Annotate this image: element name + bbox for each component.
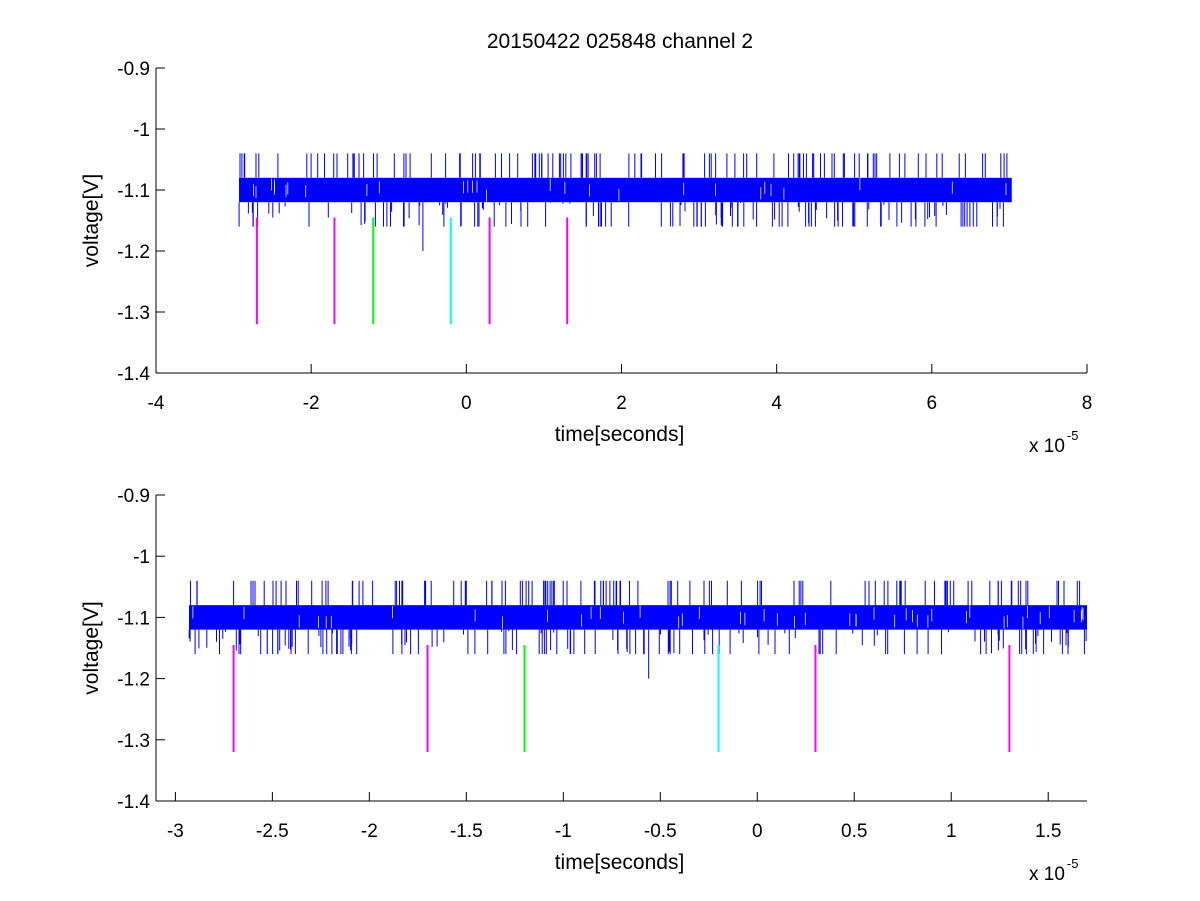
y-tick-label: -1.2 — [117, 670, 150, 691]
signal-spikes — [188, 580, 1087, 655]
signal-gaps — [192, 605, 1084, 629]
x-tick-label: -1.5 — [450, 821, 483, 842]
x-tick-label: -2 — [361, 821, 378, 842]
x-exponent-label: x 10-5 — [1029, 856, 1078, 885]
x-tick-label: -1 — [555, 821, 572, 842]
x-tick-label: 0.5 — [841, 821, 867, 842]
signal-band — [188, 605, 1088, 630]
y-tick-label: -0.9 — [117, 486, 150, 507]
x-tick-label: 1 — [946, 821, 957, 842]
y-axis-label: voltage[V] — [80, 601, 103, 694]
x-axis-label: time[seconds] — [555, 851, 685, 874]
signal-trace — [188, 580, 1088, 679]
y-tick-label: -1.2 — [117, 242, 150, 263]
signal-band — [239, 177, 1012, 203]
y-tick-label: -0.9 — [117, 59, 150, 80]
x-tick-label: 4 — [771, 393, 782, 414]
x-tick-label: -3 — [167, 821, 184, 842]
y-tick-label: -1 — [133, 547, 150, 568]
x-tick-label: 6 — [927, 393, 938, 414]
y-tick-label: -1.1 — [117, 608, 150, 629]
y-tick-label: -1.3 — [117, 731, 150, 752]
x-exponent-power: -5 — [1067, 428, 1079, 443]
x-tick-label: -2 — [303, 393, 320, 414]
y-tick-label: -1.4 — [117, 364, 150, 385]
x-exponent-label: x 10-5 — [1029, 428, 1078, 457]
chart-title: 20150422 025848 channel 2 — [487, 30, 753, 53]
x-tick-label: 0 — [461, 393, 472, 414]
x-tick-label: -4 — [148, 393, 165, 414]
x-tick-label: 8 — [1082, 393, 1093, 414]
y-tick-label: -1.3 — [117, 303, 150, 324]
signal-spikes — [238, 153, 1008, 227]
x-tick-label: -0.5 — [644, 821, 677, 842]
y-tick-label: -1.4 — [117, 792, 150, 813]
x-tick-label: 0 — [752, 821, 763, 842]
x-tick-label: 1.5 — [1035, 821, 1061, 842]
y-tick-label: -1 — [133, 120, 150, 141]
plot-bottom: -0.9 -1 -1.1 -1.2 -1.3 -1.4 -3 -2.5 -2 -1.5 -1 -0.5… — [80, 486, 1088, 885]
signal-trace — [238, 153, 1012, 251]
signal-gaps — [253, 177, 1007, 202]
x-exponent-power: -5 — [1067, 856, 1079, 871]
y-tick-label: -1.1 — [117, 181, 150, 202]
x-exponent-base: x 10 — [1029, 864, 1065, 885]
x-exponent-base: x 10 — [1029, 436, 1065, 457]
y-axis-label: voltage[V] — [80, 174, 103, 267]
plot-top: -0.9 -1 -1.1 -1.2 -1.3 -1.4 -4 -2 0 2 4 6 8 time[seco… — [80, 59, 1092, 457]
x-tick-label: 2 — [616, 393, 627, 414]
x-tick-label: -2.5 — [256, 821, 289, 842]
x-axis-label: time[seconds] — [555, 423, 685, 446]
